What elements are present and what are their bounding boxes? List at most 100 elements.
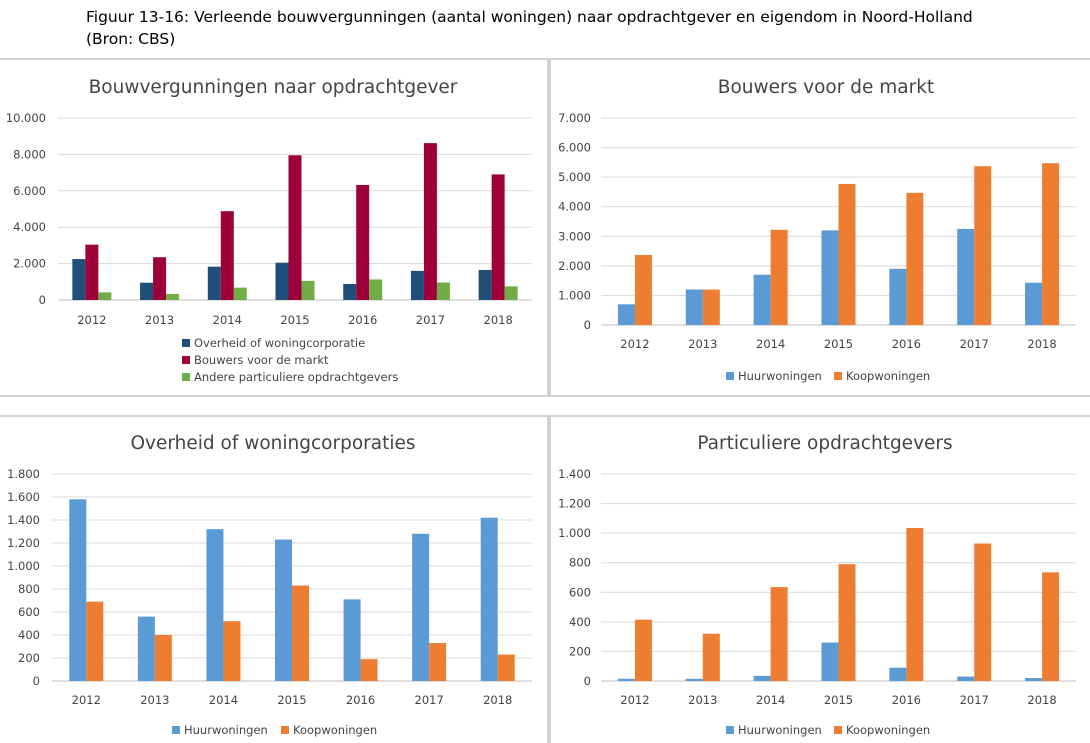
bar-koopwoningen-2018	[1042, 163, 1060, 325]
bar-koopwoningen-2014	[770, 587, 788, 681]
x-tick-label: 2018	[1027, 693, 1056, 707]
bar-overheid-of-woningcorporatie-2013	[140, 282, 154, 300]
y-tick-label: 600	[569, 585, 591, 599]
x-tick-label: 2017	[415, 693, 444, 707]
bar-huurwoningen-2013	[685, 678, 703, 681]
legend-label-koopwoningen: Koopwoningen	[846, 369, 930, 383]
chart-title: Bouwvergunningen naar opdrachtgever	[89, 77, 458, 98]
y-tick-label: 2.000	[558, 259, 591, 273]
y-tick-label: 1.800	[7, 467, 40, 481]
bar-andere-particuliere-opdrachtgevers-2018	[504, 286, 518, 300]
chart-title: Overheid of woningcorporaties	[130, 433, 415, 454]
bar-koopwoningen-2012	[634, 619, 652, 681]
x-tick-label: 2012	[72, 693, 101, 707]
x-tick-label: 2014	[756, 693, 785, 707]
x-tick-label: 2012	[620, 337, 649, 351]
x-tick-label: 2014	[209, 693, 238, 707]
bar-huurwoningen-2016	[889, 268, 907, 325]
x-tick-label: 2018	[1027, 337, 1056, 351]
x-tick-label: 2015	[824, 337, 853, 351]
bar-koopwoningen-2012	[86, 601, 104, 681]
bar-overheid-of-woningcorporatie-2017	[410, 270, 424, 300]
bar-koopwoningen-2015	[838, 183, 856, 325]
y-tick-label: 1.400	[558, 467, 591, 481]
x-tick-label: 2016	[892, 337, 921, 351]
legend-swatch-koopwoningen	[834, 372, 842, 380]
bar-andere-particuliere-opdrachtgevers-2017	[436, 282, 450, 300]
y-tick-label: 1.000	[558, 288, 591, 302]
x-tick-label: 2016	[348, 313, 377, 327]
x-tick-label: 2018	[483, 693, 512, 707]
x-tick-label: 2015	[280, 313, 309, 327]
y-tick-label: 200	[18, 651, 40, 665]
bar-huurwoningen-2016	[343, 599, 361, 681]
bar-huurwoningen-2013	[685, 289, 703, 325]
y-tick-label: 4.000	[13, 220, 46, 234]
bar-bouwers-voor-de-markt-2018	[491, 174, 505, 300]
legend-swatch-koopwoningen	[281, 726, 289, 734]
y-tick-label: 1.200	[7, 536, 40, 550]
legend-swatch-koopwoningen	[834, 726, 842, 734]
bar-huurwoningen-2014	[753, 274, 771, 325]
legend-swatch-huurwoningen	[726, 372, 734, 380]
legend-label-andere-particuliere-opdrachtgevers: Andere particuliere opdrachtgevers	[194, 370, 398, 384]
y-tick-label: 1.000	[558, 526, 591, 540]
x-tick-label: 2015	[824, 693, 853, 707]
bar-huurwoningen-2013	[137, 616, 155, 681]
legend-label-huurwoningen: Huurwoningen	[738, 723, 822, 737]
x-tick-label: 2018	[484, 313, 513, 327]
y-tick-label: 1.200	[558, 497, 591, 511]
x-tick-label: 2013	[688, 693, 717, 707]
y-tick-label: 1.600	[7, 490, 40, 504]
legend-swatch-andere-particuliere-opdrachtgevers	[182, 373, 190, 381]
bar-bouwers-voor-de-markt-2017	[423, 143, 437, 300]
bar-bouwers-voor-de-markt-2015	[288, 155, 302, 300]
bar-koopwoningen-2017	[974, 543, 992, 681]
legend-label-overheid-of-woningcorporatie: Overheid of woningcorporatie	[194, 336, 365, 350]
y-tick-label: 3.000	[558, 229, 591, 243]
bar-koopwoningen-2012	[634, 254, 652, 325]
legend-label-huurwoningen: Huurwoningen	[184, 723, 268, 737]
bar-huurwoningen-2017	[957, 228, 975, 325]
y-tick-label: 4.000	[558, 200, 591, 214]
caption-line-2: (Bron: CBS)	[86, 30, 176, 48]
y-tick-label: 1.000	[7, 559, 40, 573]
bar-huurwoningen-2018	[1025, 678, 1043, 681]
bar-bouwers-voor-de-markt-2012	[85, 244, 99, 300]
x-tick-label: 2017	[960, 337, 989, 351]
y-tick-label: 5.000	[558, 170, 591, 184]
bar-bouwers-voor-de-markt-2016	[356, 184, 370, 300]
bar-koopwoningen-2013	[154, 635, 172, 681]
bar-bouwers-voor-de-markt-2014	[220, 211, 234, 300]
chart-panel-opdrachtgever: Bouwvergunningen naar opdrachtgever 0 2.00…	[0, 58, 549, 397]
y-tick-label: 200	[569, 644, 591, 658]
bar-koopwoningen-2017	[974, 166, 992, 325]
bar-andere-particuliere-opdrachtgevers-2012	[98, 292, 112, 300]
y-tick-label: 2.000	[13, 257, 46, 271]
legend-swatch-huurwoningen	[172, 726, 180, 734]
bar-huurwoningen-2012	[617, 304, 635, 325]
x-tick-label: 2012	[77, 313, 106, 327]
bar-huurwoningen-2012	[69, 499, 87, 681]
bar-koopwoningen-2015	[292, 585, 309, 681]
x-tick-label: 2014	[756, 337, 785, 351]
y-tick-label: 6.000	[13, 184, 46, 198]
figure-caption: Figuur 13-16: Verleende bouwvergunningen…	[86, 6, 973, 50]
legend-swatch-huurwoningen	[726, 726, 734, 734]
x-tick-label: 2017	[960, 693, 989, 707]
y-tick-label: 1.400	[7, 513, 40, 527]
chart-panel-overheid: Overheid of woningcorporaties 0 200 400 600 8…	[0, 415, 549, 743]
y-tick-label: 6.000	[558, 141, 591, 155]
bar-overheid-of-woningcorporatie-2015	[275, 262, 289, 300]
bar-koopwoningen-2017	[429, 643, 447, 681]
bar-huurwoningen-2018	[480, 517, 498, 681]
x-tick-label: 2013	[145, 313, 174, 327]
x-tick-label: 2013	[688, 337, 717, 351]
bar-koopwoningen-2015	[838, 564, 856, 681]
bar-andere-particuliere-opdrachtgevers-2015	[301, 280, 315, 300]
chart-panel-particulier: Particuliere opdrachtgevers 0 200 400 600 800…	[549, 415, 1090, 743]
chart-opdrachtgever: Bouwvergunningen naar opdrachtgever 0 2.00…	[6, 77, 532, 384]
bar-overheid-of-woningcorporatie-2018	[478, 269, 492, 300]
y-tick-label: 600	[18, 605, 40, 619]
y-tick-label: 8.000	[13, 147, 46, 161]
